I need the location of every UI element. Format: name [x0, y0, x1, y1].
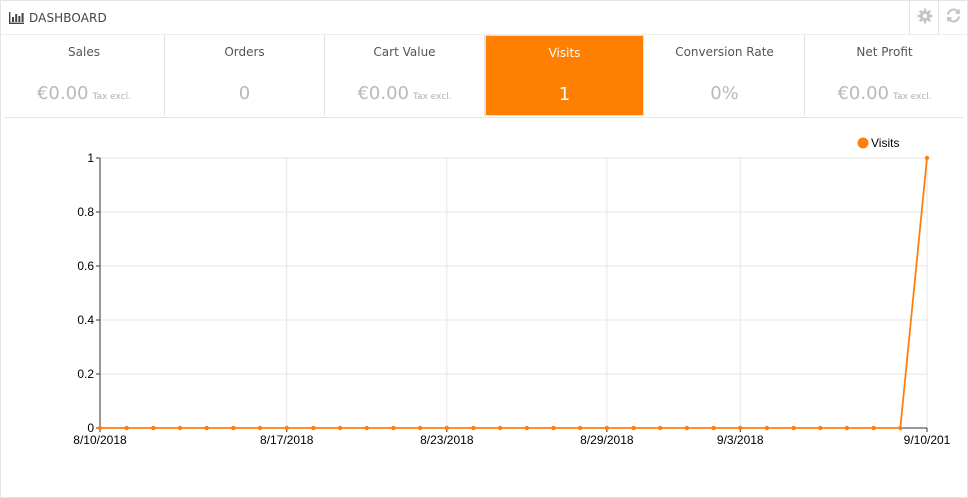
kpi-value-line: 0% [645, 83, 804, 104]
legend-label-visits: Visits [871, 136, 899, 150]
data-point [391, 425, 396, 431]
data-point [818, 425, 823, 431]
kpi-divider [4, 117, 964, 118]
y-tick-label: 1 [87, 151, 94, 165]
data-point [284, 425, 289, 431]
kpi-label: Cart Value [373, 45, 436, 59]
gear-icon [917, 8, 933, 28]
kpi-value-line: €0.00 Tax excl. [805, 83, 964, 104]
kpi-value: 0 [238, 83, 251, 104]
visits-line-chart: 0 0.2 0.4 0.6 0.8 1 8/10/2018 8/17/2018 8/23/201… [73, 136, 951, 447]
kpi-conversion-rate[interactable]: Conversion Rate 0% [645, 35, 805, 116]
refresh-button[interactable] [938, 1, 968, 34]
data-point [871, 425, 876, 431]
kpi-label: Visits [548, 46, 581, 60]
panel-title-text: DASHBOARD [29, 11, 107, 25]
kpi-value: 1 [558, 84, 571, 105]
data-point [631, 425, 636, 431]
kpi-label: Sales [68, 45, 100, 59]
panel-header: DASHBOARD [1, 1, 967, 35]
data-point [417, 425, 423, 431]
kpi-suffix: Tax excl. [892, 92, 932, 102]
data-point [97, 425, 103, 431]
bar-chart-icon [9, 12, 24, 24]
data-point [684, 425, 690, 431]
y-tick-label: 0.4 [77, 313, 94, 327]
kpi-sales[interactable]: Sales €0.00 Tax excl. [4, 35, 165, 116]
data-point [844, 425, 850, 431]
kpi-label: Orders [224, 45, 265, 59]
kpi-value: €0.00 [837, 83, 889, 104]
data-point [577, 425, 583, 431]
legend-marker-visits [857, 137, 869, 149]
data-point [337, 425, 343, 431]
data-point [658, 425, 663, 431]
kpi-row: Sales €0.00 Tax excl. Orders 0 Cart Value… [4, 35, 964, 116]
x-tick-label: 9/3/2018 [717, 433, 764, 447]
data-point [551, 425, 556, 431]
kpi-value: €0.00 [357, 83, 409, 104]
kpi-value: €0.00 [36, 83, 89, 104]
data-point [124, 425, 129, 431]
kpi-cart-value[interactable]: Cart Value €0.00 Tax excl. [325, 35, 485, 116]
data-point [204, 425, 209, 431]
x-tick-label: 9/10/201 [904, 433, 951, 447]
panel-title: DASHBOARD [9, 11, 107, 25]
kpi-value-line: €0.00 Tax excl. [325, 83, 484, 104]
series-line-visits [100, 157, 928, 429]
y-tick-label: 0.8 [77, 205, 94, 219]
data-point [257, 425, 263, 431]
data-point [738, 425, 743, 431]
data-point [898, 425, 903, 431]
data-point [711, 425, 716, 431]
kpi-value-line: 1 [486, 84, 643, 105]
configure-button[interactable] [909, 1, 939, 34]
kpi-value-line: €0.00 Tax excl. [4, 83, 164, 104]
kpi-label: Conversion Rate [675, 45, 774, 59]
x-tick-label: 8/23/2018 [420, 433, 474, 447]
data-point [231, 425, 236, 431]
data-point [151, 425, 156, 431]
kpi-suffix: Tax excl. [412, 92, 452, 102]
data-point [924, 155, 930, 161]
data-point [444, 425, 450, 431]
x-tick-label: 8/17/2018 [260, 433, 314, 447]
data-point [471, 425, 476, 431]
data-point [764, 425, 770, 431]
y-tick-label: 0.2 [77, 367, 94, 381]
kpi-net-profit[interactable]: Net Profit €0.00 Tax excl. [805, 35, 964, 116]
data-point [791, 425, 796, 431]
data-point [311, 425, 316, 431]
data-point [497, 425, 503, 431]
x-tick-label: 8/29/2018 [580, 433, 634, 447]
y-tick-label: 0.6 [77, 259, 94, 273]
y-tick-label: 0 [87, 421, 94, 435]
data-point [524, 425, 530, 431]
x-tick-label: 8/10/2018 [73, 433, 127, 447]
data-point [177, 425, 183, 431]
data-point [364, 425, 369, 431]
data-point [604, 425, 610, 431]
refresh-icon [945, 7, 962, 28]
kpi-value: 0% [710, 83, 739, 104]
kpi-visits[interactable]: Visits 1 [485, 35, 644, 116]
kpi-label: Net Profit [856, 45, 913, 59]
kpi-suffix: Tax excl. [92, 92, 132, 102]
kpi-value-line: 0 [165, 83, 324, 104]
kpi-orders[interactable]: Orders 0 [165, 35, 325, 116]
